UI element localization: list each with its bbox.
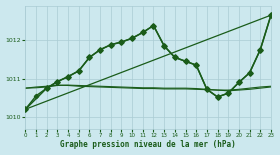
- X-axis label: Graphe pression niveau de la mer (hPa): Graphe pression niveau de la mer (hPa): [60, 140, 236, 149]
